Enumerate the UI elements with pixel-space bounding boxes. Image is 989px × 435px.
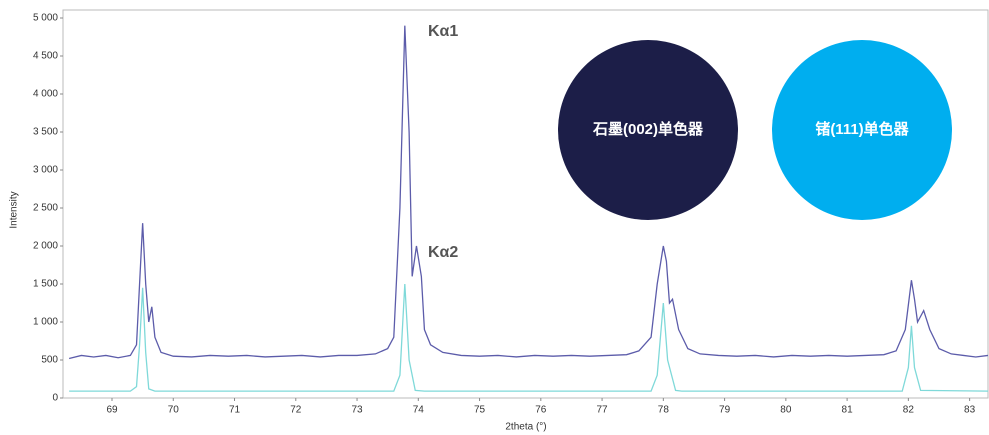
legend-swatch [772,40,952,220]
y-tick-label: 4 500 [33,51,58,62]
y-tick-label: 5 000 [33,13,58,24]
x-tick-label: 80 [780,405,792,416]
y-tick-label: 0 [52,393,58,404]
x-tick-label: 73 [351,405,363,416]
x-tick-label: 75 [474,405,486,416]
x-axis-label: 2theta (°) [505,422,546,433]
legend-label: 石墨(002)单色器 [592,120,704,138]
y-tick-label: 3 000 [33,165,58,176]
y-tick-label: 500 [41,355,58,366]
x-tick-label: 76 [535,405,547,416]
x-tick-label: 74 [413,405,425,416]
legend-label: 锗(111)单色器 [815,120,909,138]
y-tick-label: 4 000 [33,89,58,100]
x-tick-label: 69 [106,405,118,416]
y-axis-label: Intensity [9,191,20,228]
x-tick-label: 71 [229,405,241,416]
x-tick-label: 79 [719,405,731,416]
plot-area: 0 500 1 000 1 500 2 000 2 500 3 000 3 500 4 000 4… [33,13,989,416]
y-tick-label: 3 500 [33,127,58,138]
x-tick-label: 78 [658,405,670,416]
x-tick-label: 72 [290,405,302,416]
x-tick-label: 77 [597,405,609,416]
annotation: Kα2 [428,244,458,261]
x-tick-label: 70 [168,405,180,416]
x-tick-label: 82 [903,405,915,416]
legend: 石墨(002)单色器 锗(111)单色器 [558,40,952,220]
annotation: Kα1 [428,23,458,40]
y-tick-label: 1 000 [33,317,58,328]
plot-frame [62,9,989,399]
y-tick-label: 2 500 [33,203,58,214]
legend-swatch [558,40,738,220]
data-line [69,283,989,392]
y-tick-label: 2 000 [33,241,58,252]
data-line [68,25,989,360]
y-tick-label: 1 500 [33,279,58,290]
x-tick-label: 83 [964,405,976,416]
x-tick-label: 81 [842,405,854,416]
